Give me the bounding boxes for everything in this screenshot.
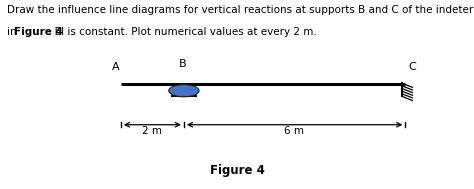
Text: in: in	[7, 27, 20, 37]
Text: Figure 4: Figure 4	[210, 164, 264, 177]
Text: Draw the influence line diagrams for vertical reactions at supports B and C of t: Draw the influence line diagrams for ver…	[7, 5, 474, 15]
Text: 2 m: 2 m	[142, 126, 162, 136]
Text: A: A	[112, 62, 120, 72]
Text: . EI is constant. Plot numerical values at every 2 m.: . EI is constant. Plot numerical values …	[48, 27, 317, 37]
Text: Figure 4: Figure 4	[14, 27, 63, 37]
Text: C: C	[409, 62, 416, 72]
Text: B: B	[179, 59, 186, 69]
Circle shape	[169, 85, 199, 97]
Text: 6 m: 6 m	[284, 126, 304, 136]
